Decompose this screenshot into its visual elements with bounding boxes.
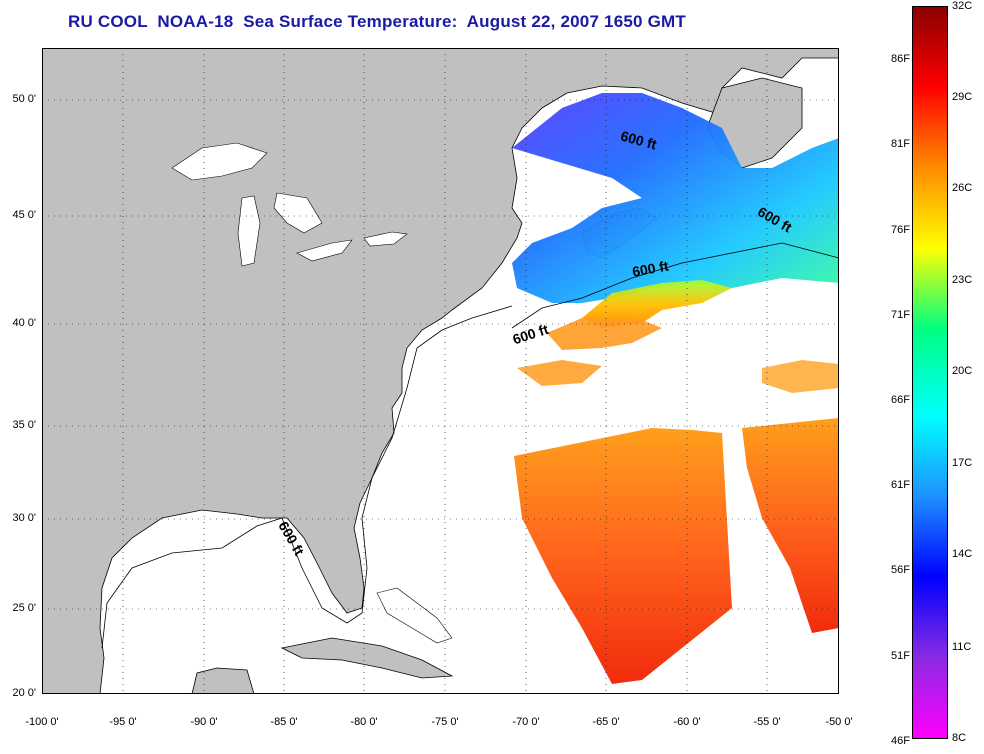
sst-patch <box>762 360 839 393</box>
lon-label: -80 0' <box>350 716 378 728</box>
sst-map-svg: 600 ft 600 ft 600 ft 600 ft 600 ft <box>42 48 839 694</box>
colorbar-f-label: 81F <box>891 138 910 150</box>
contour-600ft-gulf <box>101 305 513 649</box>
lat-label: 20 0' <box>12 687 36 699</box>
lake-huron <box>273 192 323 234</box>
lat-label: 45 0' <box>12 209 36 221</box>
colorbar-c-label: 26C <box>952 182 973 194</box>
colorbar-f-label: 61F <box>891 479 910 491</box>
colorbar-f-label: 56F <box>891 564 910 576</box>
sst-map: 600 ft 600 ft 600 ft 600 ft 600 ft <box>42 48 839 694</box>
colorbar-c-label: 20C <box>952 365 973 377</box>
lake-michigan <box>237 195 261 267</box>
lake-superior <box>171 142 268 181</box>
lat-label: 25 0' <box>12 602 36 614</box>
colorbar-f-label: 46F <box>891 735 910 747</box>
map-title-text: RU COOL NOAA-18 Sea Surface Temperature:… <box>68 12 686 31</box>
sst-cold-waters <box>512 93 839 303</box>
lat-label: 30 0' <box>12 512 36 524</box>
lake-erie <box>296 239 353 262</box>
contour-label-3: 600 ft <box>631 258 670 280</box>
lon-label: -50 0' <box>825 716 853 728</box>
lon-label: -85 0' <box>270 716 298 728</box>
map-title: RU COOL NOAA-18 Sea Surface Temperature:… <box>0 12 984 32</box>
colorbar-f-label: 71F <box>891 309 910 321</box>
colorbar-c-label: 17C <box>952 457 973 469</box>
colorbar-c-label: 8C <box>952 732 967 744</box>
colorbar-c-label: 32C <box>952 0 973 12</box>
lon-label: -75 0' <box>431 716 459 728</box>
lat-label: 40 0' <box>12 317 36 329</box>
lon-label: -55 0' <box>753 716 781 728</box>
colorbar-c-label: 23C <box>952 274 973 286</box>
colorbar-c-label: 29C <box>952 91 973 103</box>
sst-warm-swath <box>514 428 732 684</box>
sst-mid-waters <box>582 280 732 328</box>
land-yucatan <box>191 667 255 694</box>
map-frame <box>42 48 839 694</box>
lon-label: -70 0' <box>512 716 540 728</box>
lat-label: 35 0' <box>12 419 36 431</box>
colorbar-f-label: 51F <box>891 650 910 662</box>
lon-label: -60 0' <box>673 716 701 728</box>
colorbar-f-label: 66F <box>891 394 910 406</box>
lat-label: 50 0' <box>12 93 36 105</box>
graticule <box>42 48 839 694</box>
colorbar-c-label: 11C <box>952 641 972 653</box>
colorbar-c-label: 14C <box>952 548 973 560</box>
lon-label: -90 0' <box>190 716 218 728</box>
sst-warm-swath-east <box>742 418 839 633</box>
colorbar <box>912 6 948 739</box>
lake-ontario <box>363 231 408 247</box>
land-cuba <box>280 637 454 679</box>
lon-label: -65 0' <box>592 716 620 728</box>
sst-patch-2 <box>517 360 602 386</box>
lon-label: -95 0' <box>109 716 137 728</box>
contour-600ft-north <box>511 242 839 329</box>
colorbar-f-label: 86F <box>891 53 910 65</box>
colorbar-f-label: 76F <box>891 224 910 236</box>
bahamas-shelf <box>376 587 453 644</box>
sst-slope-waters <box>547 318 662 350</box>
lon-label: -100 0' <box>25 716 59 728</box>
